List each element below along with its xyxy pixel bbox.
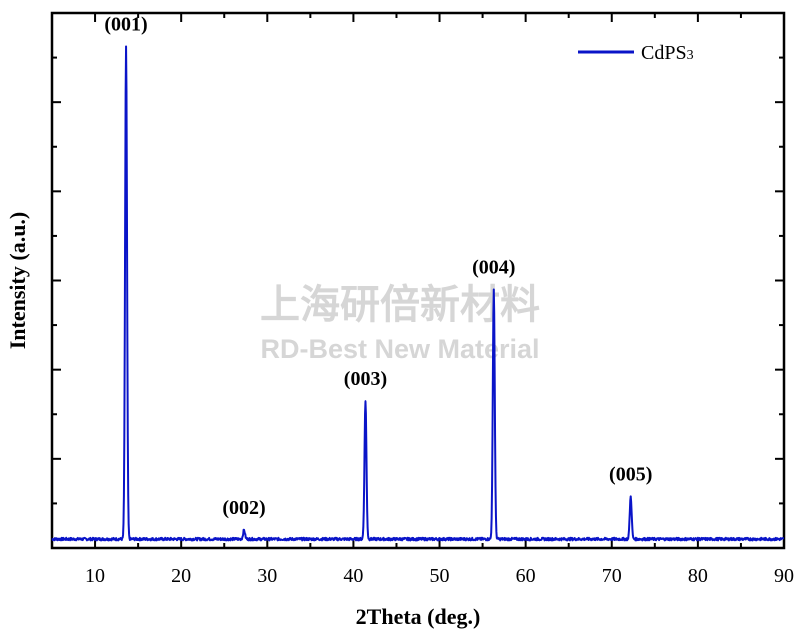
y-axis-title: Intensity (a.u.)	[5, 212, 30, 350]
watermark: 上海研倍新材料 RD-Best New Material	[260, 282, 540, 364]
x-axis-title: 2Theta (deg.)	[356, 604, 481, 629]
x-tick-label: 40	[343, 565, 363, 587]
watermark-en: RD-Best New Material	[260, 334, 539, 364]
peak-label: (003)	[344, 368, 387, 390]
legend-label: CdPS3	[641, 42, 694, 64]
x-tick-label: 70	[602, 565, 622, 587]
legend-label-sub: 3	[687, 48, 694, 63]
legend-label-main: CdPS	[641, 42, 687, 64]
peak-label: (002)	[222, 497, 265, 519]
peak-labels: (001) (002) (003) (004) (005)	[104, 13, 652, 519]
x-tick-label: 90	[774, 565, 794, 587]
x-tick-label: 80	[688, 565, 708, 587]
peak-label: (001)	[104, 13, 147, 35]
watermark-cn: 上海研倍新材料	[260, 282, 540, 328]
peak-label: (005)	[609, 464, 652, 486]
peak-point	[125, 45, 127, 48]
x-tick-label: 10	[85, 565, 105, 587]
axes-frame	[50, 11, 786, 550]
x-tick-label: 20	[171, 565, 191, 587]
legend: CdPS3	[578, 42, 694, 64]
plot-frame	[50, 11, 786, 550]
peak-point	[364, 400, 367, 402]
series-line-cdps3	[51, 45, 785, 542]
x-tick-label: 50	[430, 565, 450, 587]
peak-point	[629, 495, 632, 498]
peak-point	[243, 529, 245, 531]
peak-label: (004)	[472, 256, 515, 278]
x-tick-label: 30	[257, 565, 277, 587]
series-layer	[51, 45, 785, 542]
x-tick-label: 60	[516, 565, 536, 587]
peak-point	[492, 288, 495, 291]
